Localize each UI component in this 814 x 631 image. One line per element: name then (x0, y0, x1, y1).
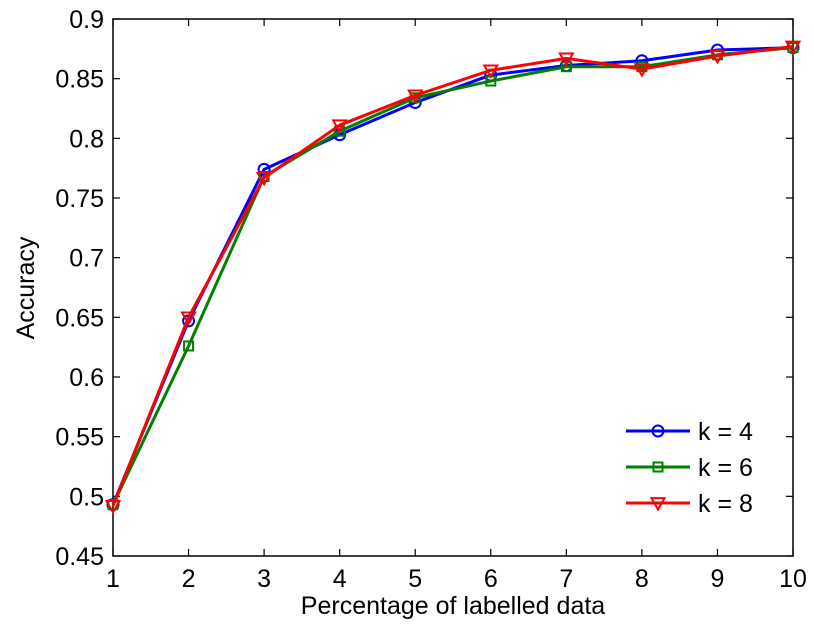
data-point (560, 61, 572, 73)
legend-label: k = 4 (698, 418, 753, 446)
x-tick-label: 8 (635, 565, 649, 593)
data-point (633, 63, 651, 78)
x-tick-label: 7 (559, 565, 573, 593)
legend-entry: k = 6 (626, 454, 753, 482)
y-tick-label: 0.8 (69, 125, 104, 153)
data-point (331, 119, 348, 134)
data-point (180, 311, 197, 326)
x-tick-label: 5 (408, 565, 422, 593)
y-tick-label: 0.75 (55, 185, 104, 213)
legend: k = 4 k = 6 k = 8 (626, 418, 753, 518)
x-tick-label: 1 (106, 565, 120, 593)
series-line (111, 46, 794, 506)
legend-marker (652, 461, 664, 473)
data-point (255, 171, 273, 187)
series-3 (104, 40, 802, 515)
legend-label: k = 8 (698, 490, 753, 518)
y-tick-label: 0.45 (55, 543, 104, 571)
legend-entry: k = 4 (626, 418, 753, 446)
data-point (406, 89, 424, 104)
y-tick-label: 0.65 (55, 304, 104, 332)
data-point (784, 40, 802, 55)
x-tick-label: 4 (333, 565, 347, 593)
legend-entry: k = 8 (626, 490, 753, 518)
data-point (183, 340, 195, 352)
x-tick-label: 3 (257, 565, 271, 593)
x-tick-label: 10 (779, 565, 807, 593)
legend-label: k = 6 (698, 454, 753, 482)
x-tick-label: 2 (182, 565, 196, 593)
series-layer (104, 40, 802, 515)
data-point (558, 52, 575, 67)
series-line (111, 44, 794, 507)
y-tick-label: 0.55 (55, 424, 104, 452)
legend-marker (651, 424, 665, 438)
x-tick-label: 9 (710, 565, 724, 593)
y-axis-label: Accuracy (12, 236, 40, 339)
x-tick-label: 6 (484, 565, 498, 593)
legend-marker (649, 497, 667, 512)
x-axis-label: Percentage of labelled data (301, 592, 605, 620)
y-tick-label: 0.7 (69, 245, 104, 273)
y-tick-label: 0.85 (55, 66, 104, 94)
y-tick-label: 0.6 (69, 364, 104, 392)
data-point (482, 64, 500, 79)
y-tick-label: 0.9 (69, 6, 104, 34)
data-point (709, 50, 726, 65)
axis-ticks: 1 2 3 4 5 6 7 8 9 10 0.45 0.5 0.55 0.6 0.65 0.7 0.75 0.8 0… (55, 6, 807, 593)
y-tick-label: 0.5 (69, 483, 104, 511)
data-point (104, 500, 122, 515)
